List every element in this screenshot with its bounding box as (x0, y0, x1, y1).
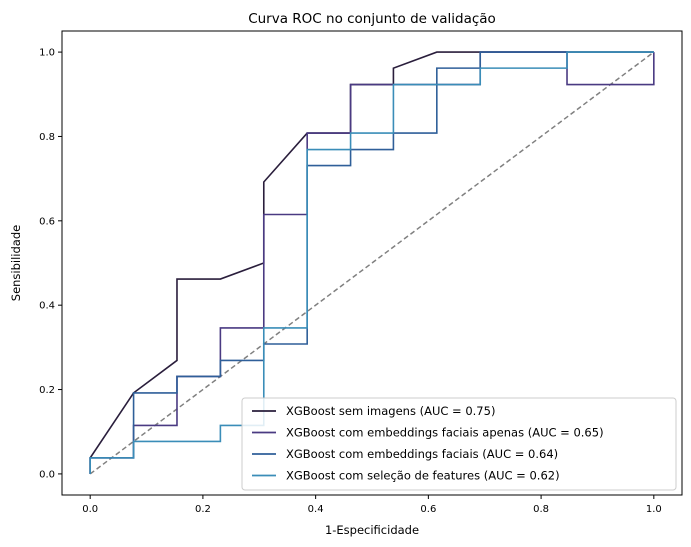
legend-label-2: XGBoost com embeddings faciais apenas (A… (286, 426, 604, 440)
y-tick-label: 0.6 (39, 216, 55, 227)
x-tick-label: 1.0 (646, 504, 662, 515)
roc-series-line-3 (89, 51, 654, 474)
y-axis: 0.0 0.2 0.4 0.6 0.8 1.0 (39, 48, 62, 480)
y-tick-label: 1.0 (39, 48, 55, 59)
y-tick-label: 0.8 (39, 132, 55, 143)
legend-label-3: XGBoost com embeddings faciais (AUC = 0.… (286, 447, 558, 461)
x-tick-label: 0.8 (533, 504, 549, 515)
x-tick-label: 0.0 (82, 504, 98, 515)
y-tick-label: 0.0 (39, 469, 55, 480)
x-tick-label: 0.4 (308, 504, 324, 515)
y-axis-label: Sensibilidade (9, 225, 23, 301)
plot-frame (61, 30, 683, 496)
y-tick-label: 0.2 (39, 385, 55, 396)
reference-diagonal-line (89, 51, 655, 475)
x-tick-label: 0.2 (195, 504, 211, 515)
plot-area (89, 51, 655, 475)
x-axis-label: 1-Especificidade (325, 523, 419, 537)
chart-title: Curva ROC no conjunto de validação (248, 11, 496, 27)
legend-box (241, 397, 677, 491)
legend-label-4: XGBoost com seleção de features (AUC = 0… (286, 469, 560, 483)
x-tick-label: 0.6 (420, 504, 436, 515)
roc-series-line-4 (89, 51, 654, 474)
legend: XGBoost sem imagens (AUC = 0.75) XGBoost … (241, 397, 677, 491)
legend-label-1: XGBoost sem imagens (AUC = 0.75) (286, 404, 495, 418)
x-axis: 0.0 0.2 0.4 0.6 0.8 1.0 (82, 495, 662, 515)
y-tick-label: 0.4 (39, 301, 55, 312)
roc-series-line-1 (89, 51, 654, 474)
